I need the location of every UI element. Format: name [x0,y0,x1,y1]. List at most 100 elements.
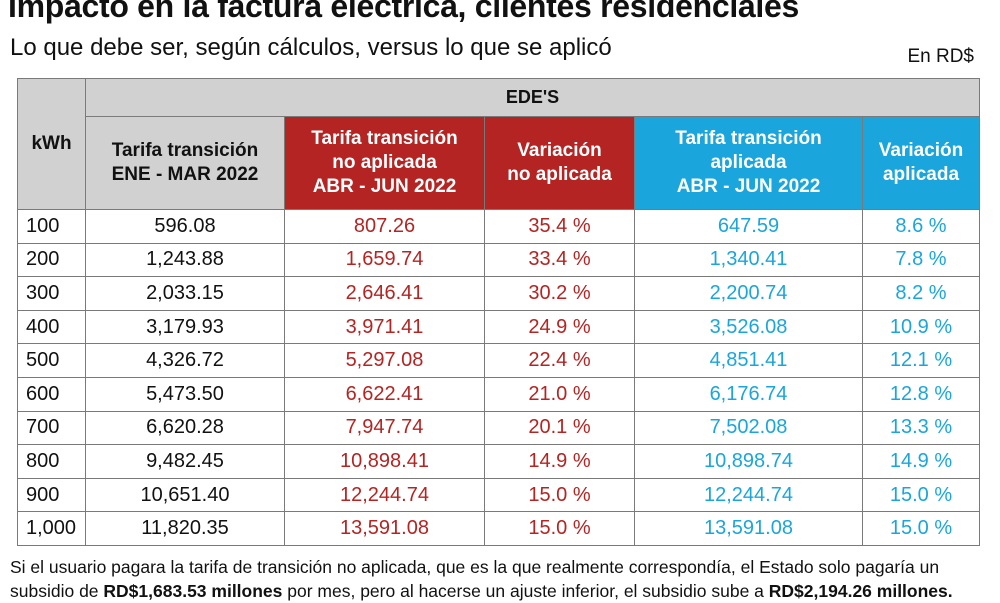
table-row: 1,000 11,820.35 13,591.08 15.0 % 13,591.08 15… [17,511,980,546]
chart-title: Impacto en la factura eléctrica, cliente… [8,0,800,24]
tarifa-aplicada-cell: 6,176.74 [634,376,863,412]
table-row: 600 5,473.50 6,622.41 21.0 % 6,176.74 12.8 % [17,376,980,412]
currency-unit: En RD$ [907,46,974,67]
footnote-subsidy-1: RD$1,683.53 millones [103,581,283,601]
tarifa-no-aplicada-cell: 13,591.08 [284,511,485,546]
variacion-no-aplicada-cell: 30.2 % [484,276,635,311]
variacion-aplicada-cell: 7.8 % [862,242,980,278]
variacion-aplicada-cell: 14.9 % [862,444,980,479]
tarifa-ene-mar-cell: 11,820.35 [85,511,285,546]
table-row: 500 4,326.72 5,297.08 22.4 % 4,851.41 12.1 % [17,343,980,378]
tarifa-aplicada-cell: 2,200.74 [634,276,863,311]
column-header-line: Variación [517,140,602,161]
tarifa-ene-mar-cell: 5,473.50 [85,376,285,412]
chart-subtitle: Lo que debe ser, según cálculos, versus … [10,34,612,61]
variacion-no-aplicada-cell: 33.4 % [484,242,635,278]
tarifa-no-aplicada-cell: 5,297.08 [284,343,485,378]
kwh-header: kWh [17,78,86,210]
column-header-line: ABR - JUN 2022 [676,176,821,197]
column-header-line: Variación [878,140,964,161]
variacion-no-aplicada-cell: 20.1 % [484,410,635,446]
variacion-aplicada-cell: 12.1 % [862,343,980,378]
group-header: EDE'S [85,78,980,117]
table-row: 700 6,620.28 7,947.74 20.1 % 7,502.08 13.3 % [17,410,980,446]
tarifa-aplicada-cell: 12,244.74 [634,477,863,513]
column-header: Variación no aplicada [484,116,635,210]
table-row: 100 596.08 807.26 35.4 % 647.59 8.6 % [17,209,980,244]
tarifa-no-aplicada-cell: 1,659.74 [284,242,485,278]
table-row: 300 2,033.15 2,646.41 30.2 % 2,200.74 8.2 % [17,276,980,311]
tarifa-no-aplicada-cell: 2,646.41 [284,276,485,311]
kwh-cell: 500 [17,343,86,378]
variacion-no-aplicada-cell: 14.9 % [484,444,635,479]
tarifa-aplicada-cell: 1,340.41 [634,242,863,278]
column-headers: Tarifa transición ENE - MAR 2022 Tarifa tr… [18,116,980,210]
kwh-cell: 200 [17,242,86,278]
tarifa-ene-mar-cell: 1,243.88 [85,242,285,278]
column-header: Tarifa transición aplicada ABR - JUN 2022 [634,116,863,210]
tarifa-no-aplicada-cell: 807.26 [284,209,485,244]
column-header-line: ABR - JUN 2022 [312,176,457,197]
column-header-line: Tarifa transición [311,128,458,149]
variacion-aplicada-cell: 12.8 % [862,376,980,412]
tarifa-ene-mar-cell: 596.08 [85,209,285,244]
tarifa-no-aplicada-cell: 12,244.74 [284,477,485,513]
kwh-cell: 800 [17,444,86,479]
variacion-aplicada-cell: 15.0 % [862,477,980,513]
footnote-text-1: Si el usuario pagara la tarifa de transi… [10,557,940,601]
tarifa-ene-mar-cell: 9,482.45 [85,444,285,479]
variacion-aplicada-cell: 15.0 % [862,511,980,546]
tarifa-no-aplicada-cell: 7,947.74 [284,410,485,446]
column-header-line: no aplicada [507,164,612,185]
footnote-text-2: por mes, pero al hacerse un ajuste infer… [282,581,769,601]
tarifa-aplicada-cell: 647.59 [634,209,863,244]
variacion-no-aplicada-cell: 35.4 % [484,209,635,244]
tarifa-ene-mar-cell: 3,179.93 [85,309,285,345]
tarifa-aplicada-cell: 3,526.08 [634,309,863,345]
column-header-line: ENE - MAR 2022 [111,164,259,185]
column-header-line: Tarifa transición [675,128,822,149]
variacion-no-aplicada-cell: 15.0 % [484,511,635,546]
tarifa-ene-mar-cell: 6,620.28 [85,410,285,446]
table-row: 400 3,179.93 3,971.41 24.9 % 3,526.08 10.9 % [17,309,980,345]
tarifa-ene-mar-cell: 2,033.15 [85,276,285,311]
tarifa-aplicada-cell: 4,851.41 [634,343,863,378]
variacion-aplicada-cell: 10.9 % [862,309,980,345]
variacion-aplicada-cell: 13.3 % [862,410,980,446]
column-header-line: Tarifa transición [111,140,259,161]
table-row: 200 1,243.88 1,659.74 33.4 % 1,340.41 7.8 % [17,242,980,278]
column-header-line: no aplicada [332,152,437,173]
column-header: Variación aplicada [862,116,980,210]
kwh-cell: 100 [17,209,86,244]
kwh-cell: 400 [17,309,86,345]
variacion-aplicada-cell: 8.6 % [862,209,980,244]
column-header: Tarifa transición no aplicada ABR - JUN 20… [284,116,485,210]
kwh-cell: 300 [17,276,86,311]
tarifa-aplicada-cell: 7,502.08 [634,410,863,446]
tarifa-no-aplicada-cell: 3,971.41 [284,309,485,345]
table-row: 900 10,651.40 12,244.74 15.0 % 12,244.74 15.0… [17,477,980,513]
footnote-subsidy-2: RD$2,194.26 millones. [768,581,953,601]
tarifa-aplicada-cell: 10,898.74 [634,444,863,479]
variacion-no-aplicada-cell: 22.4 % [484,343,635,378]
table-body: 100 596.08 807.26 35.4 % 647.59 8.6 % 200 1,243… [17,209,980,546]
variacion-aplicada-cell: 8.2 % [862,276,980,311]
column-header-line: aplicada [710,152,787,173]
tarifa-aplicada-cell: 13,591.08 [634,511,863,546]
kwh-cell: 700 [17,410,86,446]
column-header-line: aplicada [882,164,960,185]
kwh-cell: 600 [17,376,86,412]
table-row: 800 9,482.45 10,898.41 14.9 % 10,898.74 14.9 … [17,444,980,479]
tarifa-ene-mar-cell: 10,651.40 [85,477,285,513]
variacion-no-aplicada-cell: 15.0 % [484,477,635,513]
column-header: Tarifa transición ENE - MAR 2022 [85,116,285,210]
variacion-no-aplicada-cell: 24.9 % [484,309,635,345]
kwh-cell: 900 [17,477,86,513]
tarifa-no-aplicada-cell: 10,898.41 [284,444,485,479]
tariff-table: kWh EDE'S Tarifa transición ENE - MAR 202… [17,78,980,546]
footnote: Si el usuario pagara la tarifa de transi… [10,555,995,603]
variacion-no-aplicada-cell: 21.0 % [484,376,635,412]
tarifa-ene-mar-cell: 4,326.72 [85,343,285,378]
kwh-cell: 1,000 [17,511,86,546]
tarifa-no-aplicada-cell: 6,622.41 [284,376,485,412]
